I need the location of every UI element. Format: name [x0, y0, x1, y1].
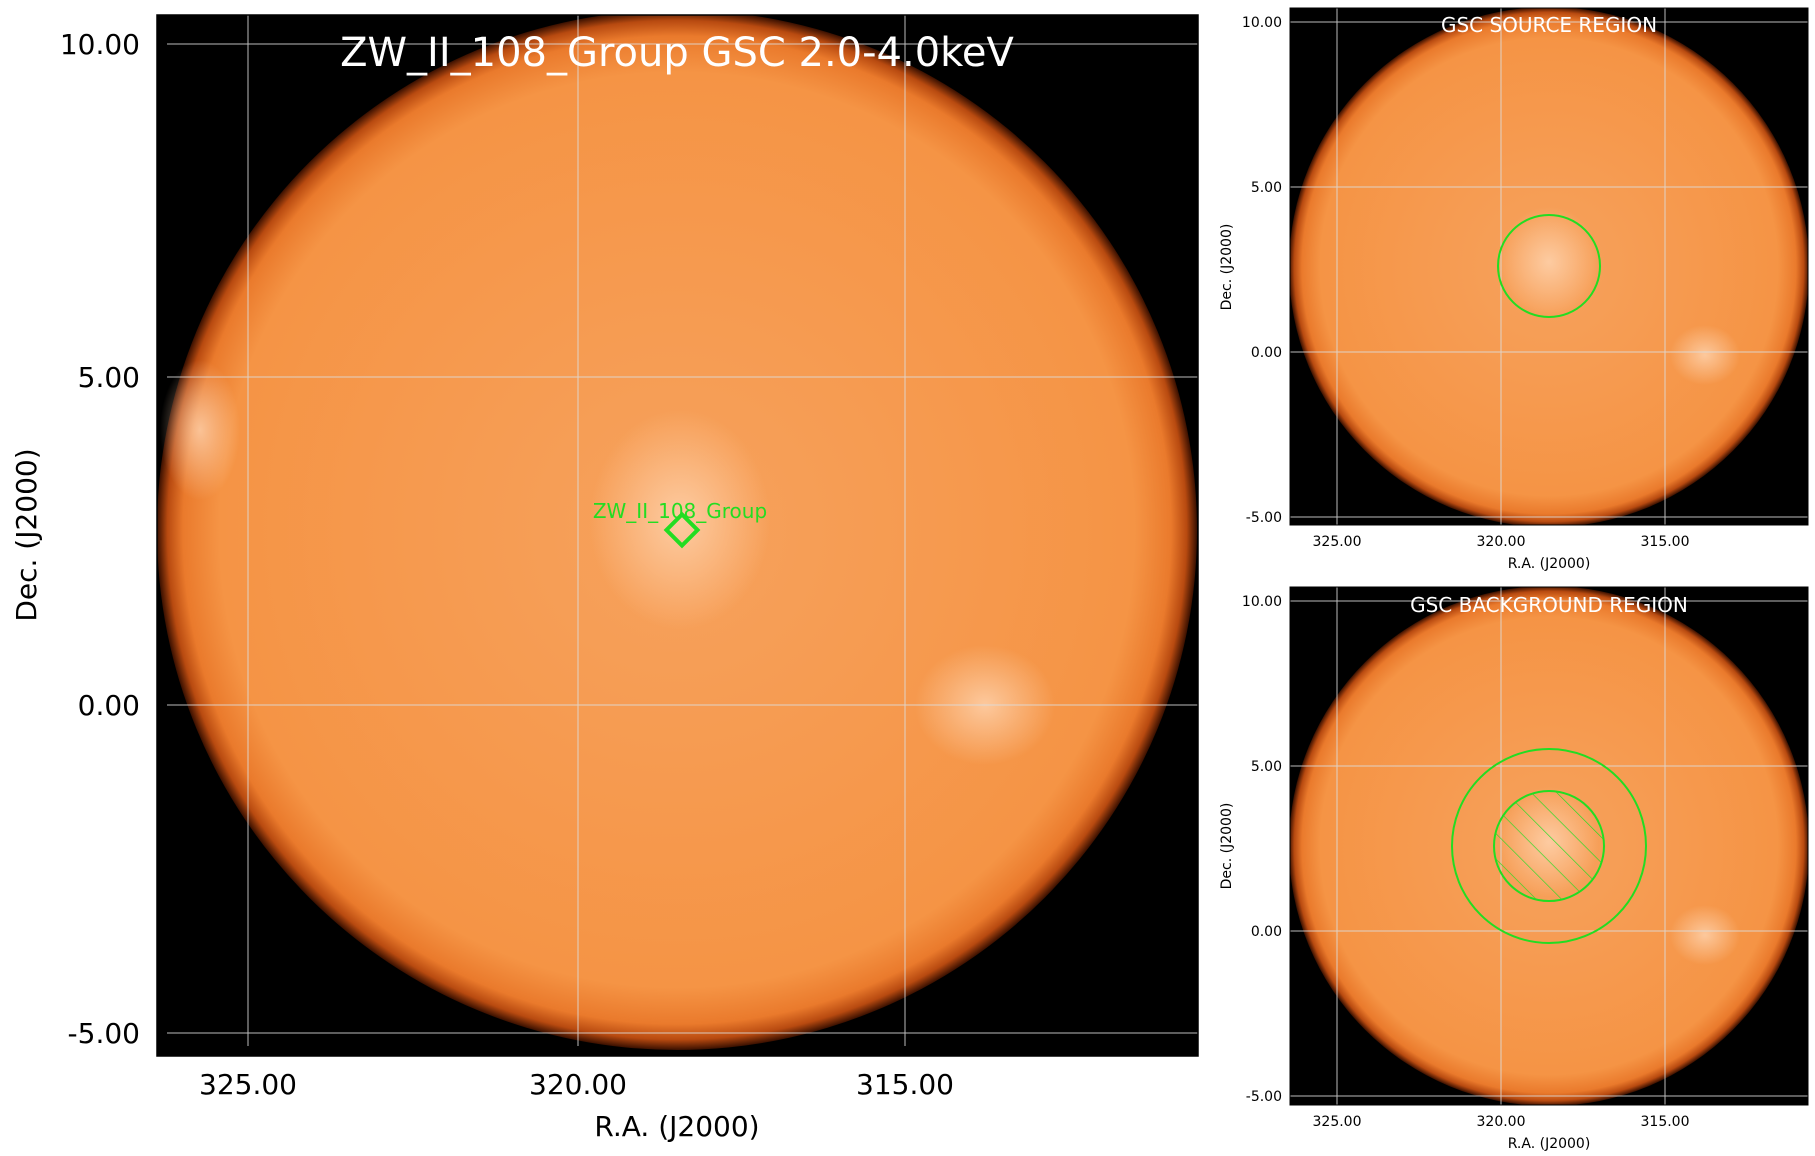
main-y-axis-label: Dec. (J2000): [10, 448, 43, 621]
background-region-panel: GSC BACKGROUND REGION 325.00 320.00 315.…: [1219, 586, 1809, 1152]
background-panel-secondary-glow: [1670, 905, 1740, 965]
source-grid: [1290, 8, 1808, 525]
background-y-tick-label: 10.00: [1242, 594, 1282, 610]
source-panel-title: GSC SOURCE REGION: [1441, 13, 1657, 37]
background-panel-title: GSC BACKGROUND REGION: [1410, 593, 1688, 617]
source-x-axis-label: R.A. (J2000): [1508, 556, 1591, 572]
source-region-circle[interactable]: [1497, 214, 1601, 318]
background-x-tick-label: 315.00: [1641, 1114, 1690, 1130]
background-grid: [1290, 587, 1808, 1105]
main-x-tick-label: 325.00: [199, 1068, 297, 1101]
background-annulus-inner-excluded[interactable]: [1493, 790, 1605, 902]
background-x-tick-label: 325.00: [1313, 1114, 1362, 1130]
main-y-tick-label: 5.00: [78, 361, 140, 394]
main-edge-glow: [160, 360, 240, 500]
background-y-tick-label: 5.00: [1251, 759, 1282, 775]
source-diamond-marker[interactable]: [663, 511, 701, 549]
main-x-tick-label: 315.00: [856, 1068, 954, 1101]
background-axes-frame: [1289, 586, 1809, 1106]
source-y-axis-label: Dec. (J2000): [1219, 224, 1235, 311]
main-source-glow: [590, 410, 770, 630]
background-x-axis-label: R.A. (J2000): [1508, 1136, 1591, 1152]
main-grid: [157, 15, 1198, 1056]
main-y-tick-label: -5.00: [68, 1017, 140, 1050]
source-region-panel: GSC SOURCE REGION 325.00 320.00 315.00 1…: [1219, 7, 1809, 572]
background-x-tick-label: 320.00: [1477, 1114, 1526, 1130]
main-axes-frame: [156, 14, 1199, 1057]
background-y-tick-label: 0.00: [1251, 924, 1282, 940]
source-y-tick-label: 0.00: [1251, 345, 1282, 361]
main-y-tick-label: 10.00: [60, 28, 140, 61]
source-x-tick-label: 320.00: [1477, 534, 1526, 550]
background-y-axis-label: Dec. (J2000): [1219, 803, 1235, 890]
main-panel: ZW_II_108_Group GSC 2.0-4.0keV ZW_II_108…: [10, 14, 1199, 1143]
main-y-tick-label: 0.00: [78, 689, 140, 722]
source-y-tick-label: 5.00: [1251, 180, 1282, 196]
main-x-tick-label: 320.00: [529, 1068, 627, 1101]
source-x-tick-label: 325.00: [1313, 534, 1362, 550]
source-y-tick-label: 10.00: [1242, 15, 1282, 31]
source-panel-glow: [1499, 207, 1599, 317]
main-x-axis-label: R.A. (J2000): [594, 1110, 759, 1143]
source-panel-secondary-glow: [1670, 325, 1740, 385]
background-y-tick-label: -5.00: [1246, 1089, 1282, 1105]
main-ticks: [157, 43, 906, 1056]
source-axes-frame: [1289, 7, 1809, 526]
source-x-tick-label: 315.00: [1641, 534, 1690, 550]
source-label: ZW_II_108_Group: [593, 499, 767, 523]
source-y-tick-label: -5.00: [1246, 510, 1282, 526]
background-annulus-outer[interactable]: [1451, 748, 1647, 944]
main-title: ZW_II_108_Group GSC 2.0-4.0keV: [340, 30, 1014, 76]
